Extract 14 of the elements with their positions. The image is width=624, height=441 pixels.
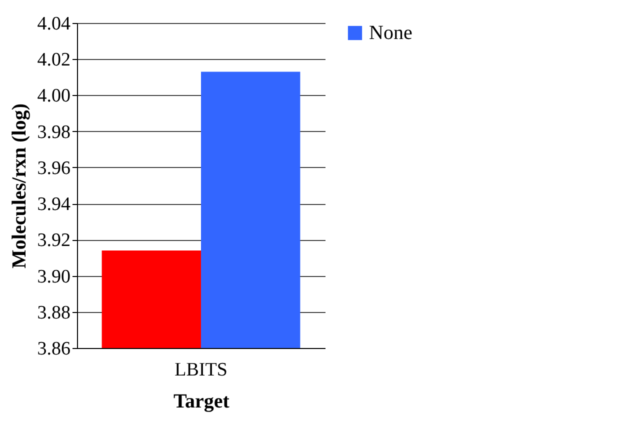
y-axis-title: Molecules/rxn (log) — [8, 104, 30, 268]
y-tick-label: 3.86 — [37, 338, 70, 360]
y-tick-label: 3.88 — [37, 302, 70, 324]
x-tick-label: LBITS — [174, 360, 228, 380]
x-axis-title: Target — [174, 390, 230, 412]
y-tick-label: 3.90 — [37, 266, 70, 288]
y-tick-label: 4.00 — [37, 86, 70, 107]
y-tick-label: 3.98 — [37, 122, 70, 143]
y-tick-label: 3.96 — [37, 158, 70, 179]
y-tick-label: 3.94 — [37, 194, 71, 216]
y-tick-label: 4.02 — [37, 50, 70, 71]
y-tick-label: 4.04 — [37, 14, 71, 34]
legend-label: None — [369, 22, 412, 44]
y-tick-label: 3.92 — [37, 230, 70, 252]
